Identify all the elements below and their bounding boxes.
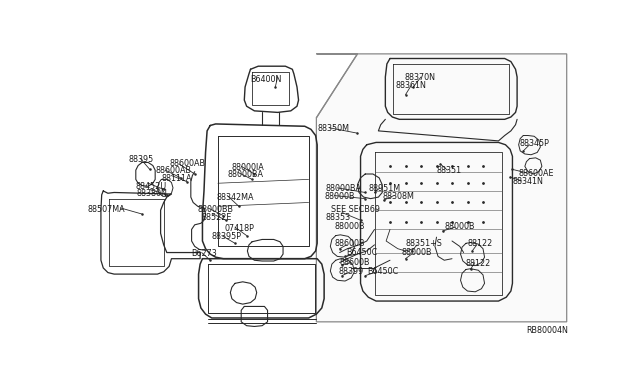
Text: 88350M: 88350M: [318, 124, 350, 133]
Text: 88122: 88122: [465, 259, 490, 268]
Text: 88341N: 88341N: [513, 177, 543, 186]
Text: 88351: 88351: [436, 166, 461, 175]
Text: 88000B: 88000B: [444, 222, 475, 231]
Text: 88000BB: 88000BB: [197, 205, 233, 214]
Text: 88600AB: 88600AB: [170, 158, 206, 168]
Polygon shape: [316, 54, 566, 322]
Text: 88000IA: 88000IA: [231, 163, 264, 172]
Text: 88353: 88353: [326, 212, 351, 221]
Text: RB80004N: RB80004N: [526, 326, 568, 335]
Text: 88951M: 88951M: [368, 184, 401, 193]
Text: 88351+S: 88351+S: [406, 240, 442, 248]
Text: B6273: B6273: [191, 250, 218, 259]
Text: 88600B: 88600B: [340, 258, 370, 267]
Text: 88345P: 88345P: [520, 139, 549, 148]
Text: 88342MA: 88342MA: [216, 193, 254, 202]
Text: 88522E: 88522E: [202, 212, 232, 221]
Text: 88370N: 88370N: [404, 73, 436, 82]
Text: 88308M: 88308M: [382, 192, 414, 201]
Text: 88600B: 88600B: [335, 240, 365, 248]
Text: 88000B: 88000B: [334, 222, 365, 231]
Text: 88361N: 88361N: [396, 81, 426, 90]
Text: B6400N: B6400N: [250, 75, 282, 84]
Text: 88000BA: 88000BA: [326, 184, 362, 193]
Text: 88380N: 88380N: [136, 189, 168, 198]
Text: 88000BA: 88000BA: [227, 170, 263, 179]
Text: 88111A: 88111A: [161, 174, 192, 183]
Text: 88395: 88395: [128, 155, 154, 164]
Text: 88600AB: 88600AB: [156, 166, 192, 175]
Text: B6450C: B6450C: [367, 267, 398, 276]
Text: 88399: 88399: [339, 267, 364, 276]
Text: 88000B: 88000B: [402, 248, 432, 257]
Text: 88452U: 88452U: [135, 182, 166, 191]
Text: 07418P: 07418P: [224, 224, 254, 233]
Text: SEE SECB69: SEE SECB69: [331, 205, 380, 214]
Text: 88600AE: 88600AE: [518, 169, 554, 179]
Text: 88507MA: 88507MA: [88, 205, 125, 214]
Text: 88122: 88122: [467, 240, 493, 248]
Text: B6450C: B6450C: [346, 248, 377, 257]
Text: 88000B: 88000B: [324, 192, 355, 201]
Text: 88395P: 88395P: [212, 232, 242, 241]
